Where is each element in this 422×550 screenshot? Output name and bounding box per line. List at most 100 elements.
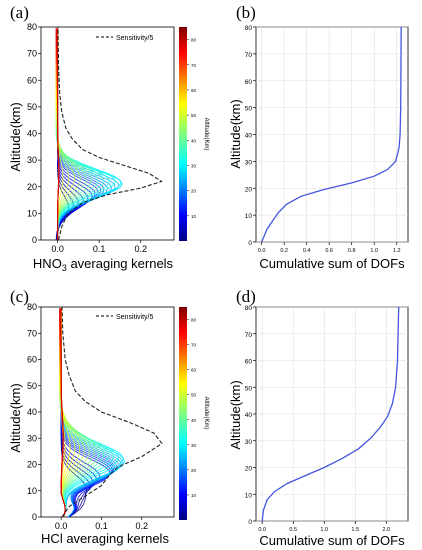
panel-c-colorbar-label: Altitude(Km) xyxy=(203,396,209,429)
xtick-label: 0.6 xyxy=(325,248,333,254)
ytick-label: 80 xyxy=(27,22,37,32)
panel-a-yticks: 0 10 20 30 40 50 60 70 80 xyxy=(27,22,41,245)
panel-c-colorbar xyxy=(179,307,187,520)
colorbar-tick-label: 80 xyxy=(191,318,197,323)
colorbar-tick-label: 70 xyxy=(191,343,197,348)
colorbar-tick-label: 20 xyxy=(191,468,197,473)
ytick-label: 30 xyxy=(27,433,37,443)
ytick-label: 70 xyxy=(27,328,37,338)
ytick-label: 60 xyxy=(245,359,253,366)
panel-a-ylabel: Altitude(km) xyxy=(8,102,23,171)
xtick-label: 1.2 xyxy=(393,248,401,254)
ytick-label: 30 xyxy=(245,159,253,166)
colorbar-tick-label: 30 xyxy=(191,443,197,448)
ytick-label: 20 xyxy=(245,186,253,193)
ytick-label: 80 xyxy=(245,25,253,32)
ytick-label: 40 xyxy=(27,407,37,417)
sensitivity-curve xyxy=(57,26,163,241)
panel-d-grid xyxy=(256,306,408,522)
xtick-label: 1.0 xyxy=(370,248,378,254)
ytick-label: 10 xyxy=(27,486,37,496)
ytick-label: 0 xyxy=(32,235,37,245)
colorbar-tick-label: 50 xyxy=(191,393,197,398)
dof-curve xyxy=(261,26,402,243)
ytick-label: 20 xyxy=(245,466,253,473)
panel-b-yticks: 0 10 20 30 40 50 60 70 80 xyxy=(245,25,256,247)
panel-d-series xyxy=(261,306,400,522)
xtick-label: 1.0 xyxy=(320,527,328,533)
panel-c-letter: (c) xyxy=(10,287,29,306)
panel-b-series xyxy=(261,26,402,243)
panel-a-colorbar-ticks: 10 20 30 40 50 60 70 80 xyxy=(187,38,197,219)
xtick-label: 0.2 xyxy=(134,244,147,254)
panel-c-kernels xyxy=(59,308,126,518)
colorbar-tick-label: 10 xyxy=(191,214,197,219)
sensitivity-curve xyxy=(61,306,163,518)
ytick-label: 0 xyxy=(32,512,37,522)
panel-a-frame xyxy=(40,26,175,241)
ytick-label: 10 xyxy=(245,213,253,220)
panel-a-sensitivity xyxy=(57,26,163,241)
ytick-label: 0 xyxy=(248,240,252,247)
panel-d-yticks: 0 10 20 30 40 50 60 70 80 xyxy=(245,305,256,526)
ytick-label: 80 xyxy=(27,302,37,312)
ytick-label: 50 xyxy=(27,102,37,112)
xtick-label: 1.5 xyxy=(351,527,359,533)
panel-c-colorbar-ticks: 10 20 30 40 50 60 70 80 xyxy=(187,318,197,498)
panel-c-xticks: 0.0 0.1 0.2 xyxy=(55,517,148,531)
ytick-label: 10 xyxy=(245,492,253,499)
xtick-label: 0.0 xyxy=(258,248,266,254)
kernel-curve xyxy=(55,28,60,240)
panel-d-xticks: 0.0 0.5 1.0 1.5 2.0 xyxy=(258,521,390,533)
colorbar-tick-label: 40 xyxy=(191,138,197,143)
panel-a-colorbar xyxy=(179,27,187,241)
panel-b-ylabel: Altitude(km) xyxy=(228,99,243,168)
colorbar-tick-label: 50 xyxy=(191,113,197,118)
panel-b-grid xyxy=(256,26,408,243)
colorbar-tick-label: 20 xyxy=(191,189,197,194)
panel-b-xticks: 0.0 0.2 0.4 0.6 0.8 1.0 1.2 xyxy=(258,242,401,254)
ytick-label: 40 xyxy=(27,129,37,139)
ytick-label: 30 xyxy=(245,439,253,446)
ytick-label: 70 xyxy=(27,49,37,59)
xtick-label: 0.1 xyxy=(95,521,108,531)
ytick-label: 20 xyxy=(27,460,37,470)
kernel-curve xyxy=(59,308,66,518)
colorbar-tick-label: 60 xyxy=(191,368,197,373)
panel-a-colorbar-label: Altitude(Km) xyxy=(203,117,209,150)
ytick-label: 10 xyxy=(27,208,37,218)
ytick-label: 60 xyxy=(245,79,253,86)
xtick-label: 0.0 xyxy=(55,521,68,531)
xtick-label: 0.5 xyxy=(289,527,297,533)
ytick-label: 50 xyxy=(245,106,253,113)
xtick-label: 0.4 xyxy=(303,248,311,254)
colorbar-tick-label: 40 xyxy=(191,418,197,423)
colorbar-tick-label: 10 xyxy=(191,493,197,498)
ytick-label: 30 xyxy=(27,155,37,165)
xtick-label: 2.0 xyxy=(382,527,390,533)
panel-d-ylabel: Altitude(km) xyxy=(228,380,243,449)
colorbar-tick-label: 80 xyxy=(191,38,197,43)
ytick-label: 60 xyxy=(27,355,37,365)
panel-a-letter: (a) xyxy=(10,3,29,22)
ytick-label: 70 xyxy=(245,332,253,339)
panel-c-sensitivity xyxy=(61,306,163,518)
panel-c-xlabel: HCl averaging kernels xyxy=(41,531,169,546)
xtick-label: 0.2 xyxy=(280,248,288,254)
panel-a-xlabel: HNO3 averaging kernels xyxy=(33,256,174,273)
ytick-label: 60 xyxy=(27,75,37,85)
panel-c-yticks: 0 10 20 30 40 50 60 70 80 xyxy=(27,302,41,522)
ytick-label: 40 xyxy=(245,412,253,419)
ytick-label: 80 xyxy=(245,305,253,312)
ytick-label: 50 xyxy=(27,381,37,391)
ytick-label: 50 xyxy=(245,385,253,392)
panel-b-xlabel: Cumulative sum of DOFs xyxy=(259,256,405,271)
xtick-label: 0.0 xyxy=(258,527,266,533)
panel-c-legend: Sensitivity/5 xyxy=(96,314,153,321)
panel-a-kernels xyxy=(55,28,123,241)
